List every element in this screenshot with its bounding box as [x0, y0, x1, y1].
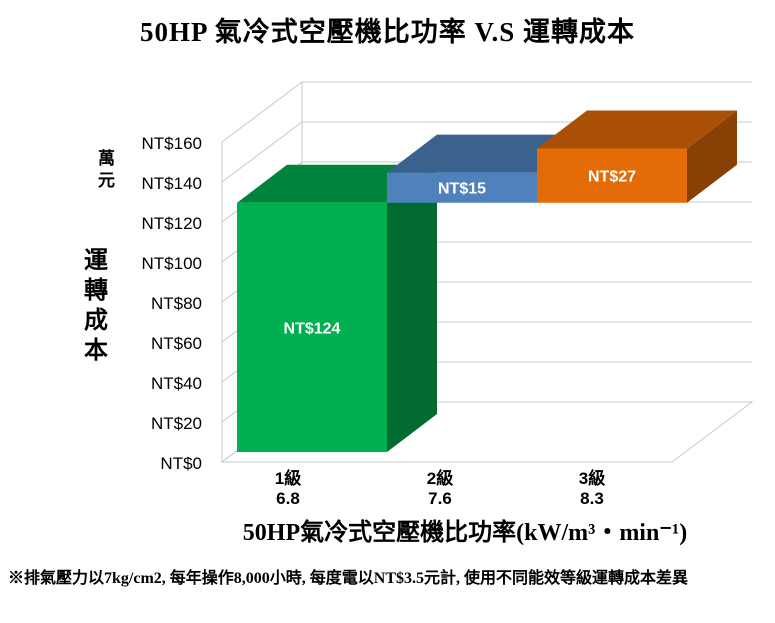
x-tick-label: 6.8	[276, 489, 300, 508]
y-tick-label: NT$80	[151, 294, 202, 313]
chart-title: 50HP 氣冷式空壓機比功率 V.S 運轉成本	[139, 17, 636, 47]
x-tick-label: 3級	[579, 468, 605, 488]
y-tick-label: NT$20	[151, 414, 202, 433]
bar-front	[387, 172, 537, 203]
y-tick-label: NT$0	[160, 454, 202, 473]
bar-data-label: NT$124	[284, 320, 341, 337]
y-tick-label: NT$120	[142, 214, 202, 233]
bar-front	[537, 148, 687, 203]
y-tick-label: NT$40	[151, 374, 202, 393]
bar-side	[687, 110, 737, 203]
y-axis-label: 運轉成本	[84, 248, 108, 364]
y-tick-label: NT$100	[142, 254, 202, 273]
y-unit: 萬元	[98, 149, 115, 190]
y-tick-label: NT$160	[142, 134, 202, 153]
bar-front	[237, 202, 387, 452]
x-tick-label: 7.6	[428, 489, 452, 508]
x-axis-title: 50HP氣冷式空壓機比功率(kW/m³・min⁻¹)	[242, 520, 688, 546]
bar-data-label: NT$27	[588, 169, 636, 186]
y-tick-label: NT$60	[151, 334, 202, 353]
bar-side	[387, 164, 437, 452]
x-tick-label: 1級	[275, 468, 301, 488]
x-tick-label: 8.3	[580, 489, 604, 508]
y-tick-label: NT$140	[142, 174, 202, 193]
bar-top	[537, 110, 737, 149]
footnote: ※排氣壓力以7kg/cm2, 每年操作8,000小時, 每度電以NT$3.5元計…	[8, 570, 689, 587]
x-tick-label: 2級	[427, 468, 453, 488]
bar-data-label: NT$15	[438, 181, 486, 198]
